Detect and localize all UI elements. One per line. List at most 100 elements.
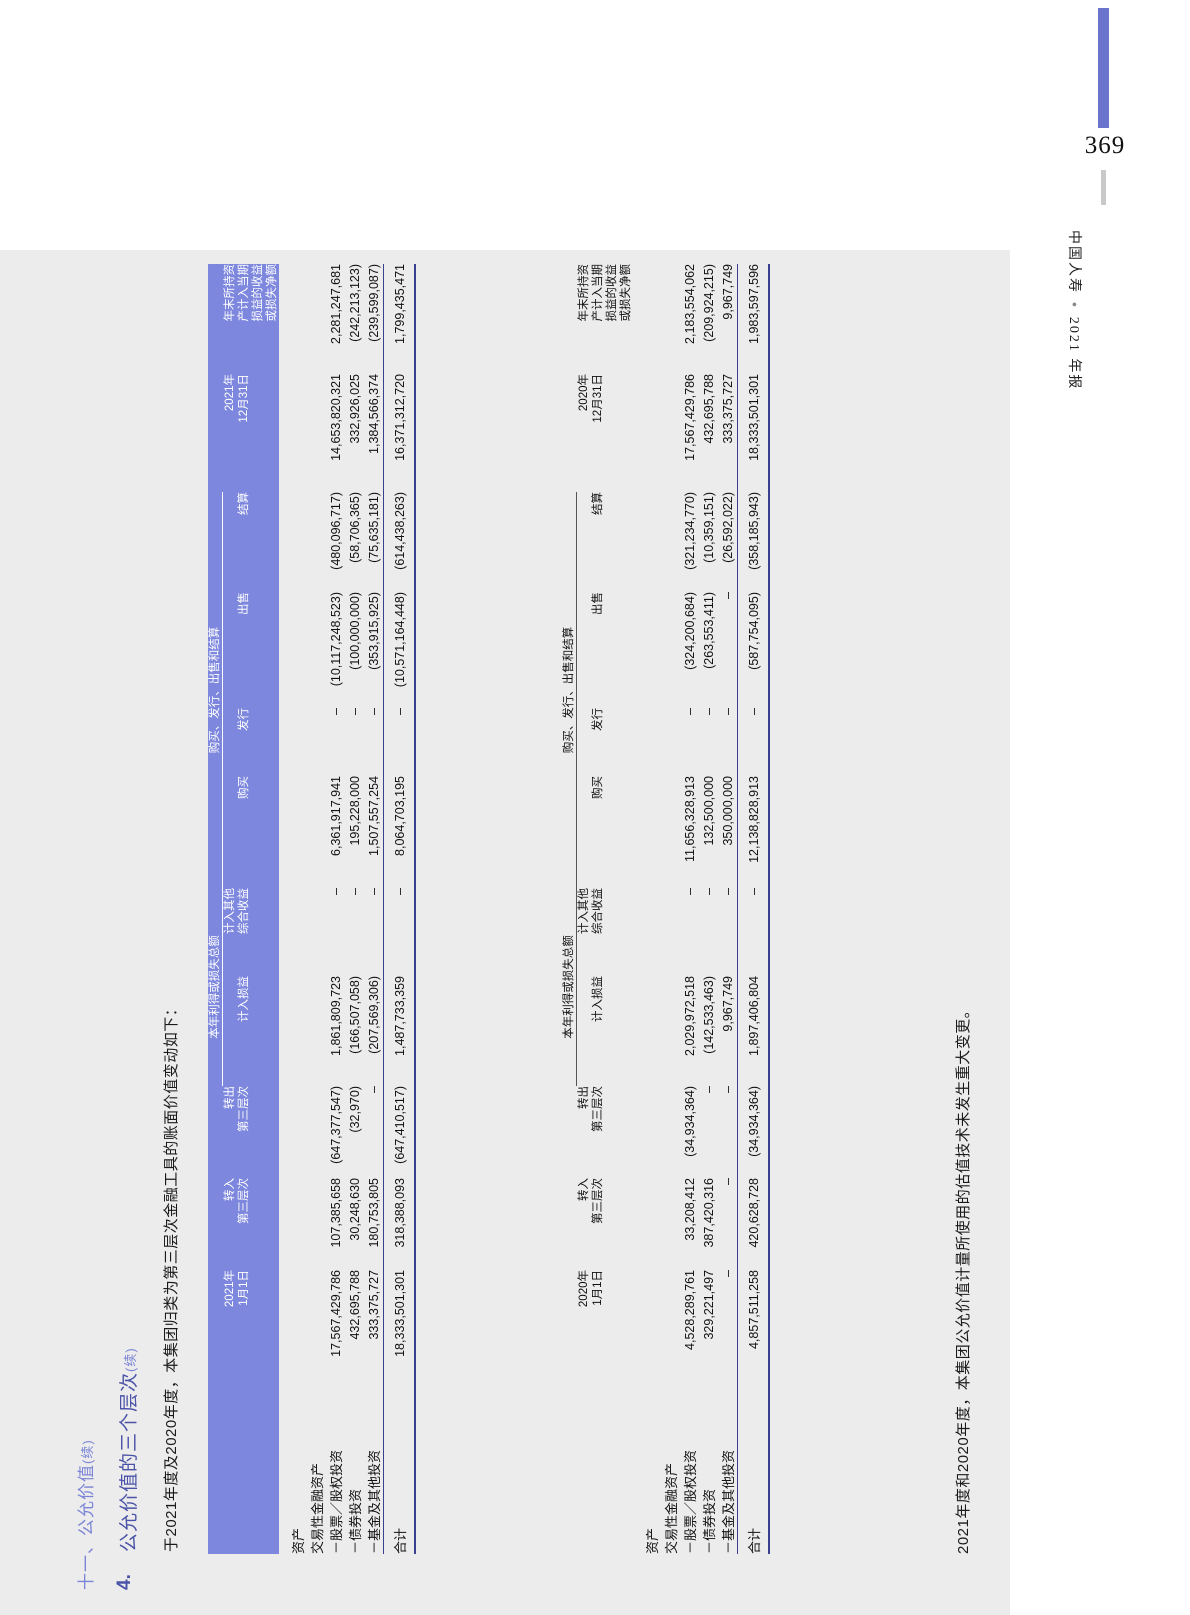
hdr2020-pad-6 (605, 776, 619, 888)
running-header-separator: • (1067, 302, 1083, 309)
cell-pl: 9,967,749 (720, 976, 735, 1032)
cell-closing: 14,653,820,321 (328, 374, 343, 461)
cell-pl: (166,507,058) (347, 976, 362, 1054)
hdr-held-gain-l3: 损益的收益 (252, 264, 264, 322)
cell-pl: (207,569,306) (366, 976, 381, 1054)
hdr-pad-19 (265, 492, 279, 592)
total-label: 合计 (747, 1527, 762, 1554)
total-transfer-in: 420,628,728 (746, 1178, 761, 1248)
total-opening: 4,857,511,258 (746, 1270, 761, 1350)
spacer-5 (208, 264, 223, 374)
spacer20-4 (562, 374, 577, 492)
table-2021-group-header-row: 本年利得或损失总额 购买、发行、出售和结算 (208, 264, 223, 1554)
hdr-opening-l1: 2021年 (224, 1270, 236, 1308)
cell-held-gain: (209,924,215) (701, 264, 716, 342)
page-number-rule (1101, 170, 1106, 205)
table-2020-header-row-line2: 1月1日 第三层次 第三层次 计入损益 综合收益 购买 发行 出售 结算 12月… (591, 264, 605, 1554)
cell-purchase: 350,000,000 (720, 776, 735, 846)
cell-closing: 17,567,429,786 (682, 374, 697, 461)
spacer20-1 (562, 1270, 577, 1386)
total-settle: (358,185,943) (746, 492, 761, 570)
empty-corner-2020 (562, 1386, 577, 1554)
row-label: －债券投资 (348, 1488, 363, 1554)
hdr2020-pad-18 (619, 592, 633, 708)
total-pl: 1,487,733,359 (392, 976, 407, 1056)
cell-held-gain: (239,599,087) (366, 264, 381, 342)
section-label-trading-financial-assets-2020: 交易性金融资产 (664, 1462, 679, 1554)
cell-held-gain: (242,213,123) (347, 264, 362, 342)
cell-transfer-in: 33,208,412 (682, 1178, 697, 1241)
table-2020-group-header-row: 本年利得或损失总额 购买、发行、出售和结算 (562, 264, 577, 1554)
total-purchase: 12,138,828,913 (746, 776, 761, 863)
hdr-closing-l1: 2021年 (224, 374, 236, 412)
hdr2020-oci-l2: 综合收益 (592, 888, 604, 934)
hdr-pad-17 (265, 708, 279, 776)
item-title-text: 公允价值的三个层次 (119, 1371, 140, 1552)
table-2020-gap-row (633, 264, 642, 1554)
table-2021-section-fvtpl: 交易性金融资产 (307, 264, 326, 1554)
group-header-gain-loss: 本年利得或损失总额 (208, 888, 223, 1086)
hdr2020-settle-l2: 结算 (592, 492, 604, 515)
hdr-pad-12 (265, 1178, 279, 1270)
table-2021: 本年利得或损失总额 购买、发行、出售和结算 2021年 转入 转出 计入其他 2… (208, 264, 416, 1554)
spacer-1 (208, 1270, 223, 1386)
cell-issue: – (720, 708, 735, 715)
cell-oci: – (682, 888, 697, 895)
cell-issue: – (701, 708, 716, 715)
cell-held-gain: 2,281,247,681 (328, 264, 343, 344)
cell-held-gain: 2,183,554,062 (682, 264, 697, 344)
table-2020-section-fvtpl: 交易性金融资产 (661, 264, 680, 1554)
hdr-pl-l1 (223, 976, 238, 1086)
cell-sale: – (720, 592, 735, 599)
hdr2020-pad-16 (619, 776, 633, 888)
spacer20-2 (562, 1178, 577, 1270)
cell-transfer-in: 107,385,658 (328, 1178, 343, 1248)
total-held-gain: 1,983,597,596 (746, 264, 761, 344)
hdr2020-purchase-l1 (577, 776, 592, 888)
hdr2020-pl-l2: 计入损益 (592, 976, 604, 1022)
total-settle: (614,438,263) (392, 492, 407, 570)
cell-settle: (480,096,717) (328, 492, 343, 570)
page-number-accent-bar (1098, 8, 1109, 128)
total-oci: – (392, 888, 407, 895)
cell-settle: (75,635,181) (366, 492, 381, 563)
cell-pl: 1,861,809,723 (328, 976, 343, 1056)
hdr-oci-l1: 计入其他 (224, 888, 236, 934)
hdr-held-gain-l2: 产计入当期 (238, 264, 250, 322)
cell-sale: (100,000,000) (347, 592, 362, 670)
hdr-pad-20 (265, 374, 279, 492)
hdr2020-held-gain-l2: 产计入当期 (592, 264, 604, 322)
item-title-continued: (续) (123, 1347, 138, 1372)
spacer20-3 (562, 1086, 577, 1178)
hdr-transfer-in-l1: 转入 (224, 1178, 236, 1201)
total-sale: (10,571,164,448) (392, 592, 407, 688)
cell-oci: – (720, 888, 735, 895)
table-row: －基金及其他投资 333,375,727 180,753,805 – (207,… (364, 264, 384, 1554)
row-label: －债券投资 (702, 1488, 717, 1554)
hdr2020-opening-l2: 1月1日 (592, 1270, 604, 1306)
section-heading: 十一、公允价值(续) (72, 1439, 97, 1590)
table-2021-bottom-rule (414, 264, 416, 1554)
cell-closing: 332,926,025 (347, 374, 362, 444)
hdr2020-transfer-out-l1: 转出 (578, 1086, 590, 1109)
hdr2020-pad-14 (619, 976, 633, 1086)
page-top-white-band (0, 0, 1190, 250)
hdr-settle-l2: 结算 (238, 492, 250, 515)
hdr2020-pad-9 (605, 492, 619, 592)
total-issue: – (392, 708, 407, 715)
hdr-pad-6 (251, 776, 265, 888)
cell-purchase: 195,228,000 (347, 776, 362, 846)
hdr2020-pad-1 (605, 1270, 619, 1386)
hdr2020-issue-l1 (577, 708, 592, 776)
table-2020: 本年利得或损失总额 购买、发行、出售和结算 2020年 转入 转出 计入其他 2… (562, 264, 770, 1554)
cell-settle: (26,592,022) (720, 492, 735, 563)
total-transfer-in: 318,388,093 (392, 1178, 407, 1248)
hdr2020-settle-l1 (577, 492, 592, 592)
cell-issue: – (366, 708, 381, 715)
cell-pl: (142,533,463) (701, 976, 716, 1054)
hdr2020-sale-l2: 出售 (592, 592, 604, 615)
hdr2020-pad-19 (619, 492, 633, 592)
hdr2020-pad-3 (605, 1086, 619, 1178)
cell-closing: 432,695,788 (701, 374, 716, 444)
